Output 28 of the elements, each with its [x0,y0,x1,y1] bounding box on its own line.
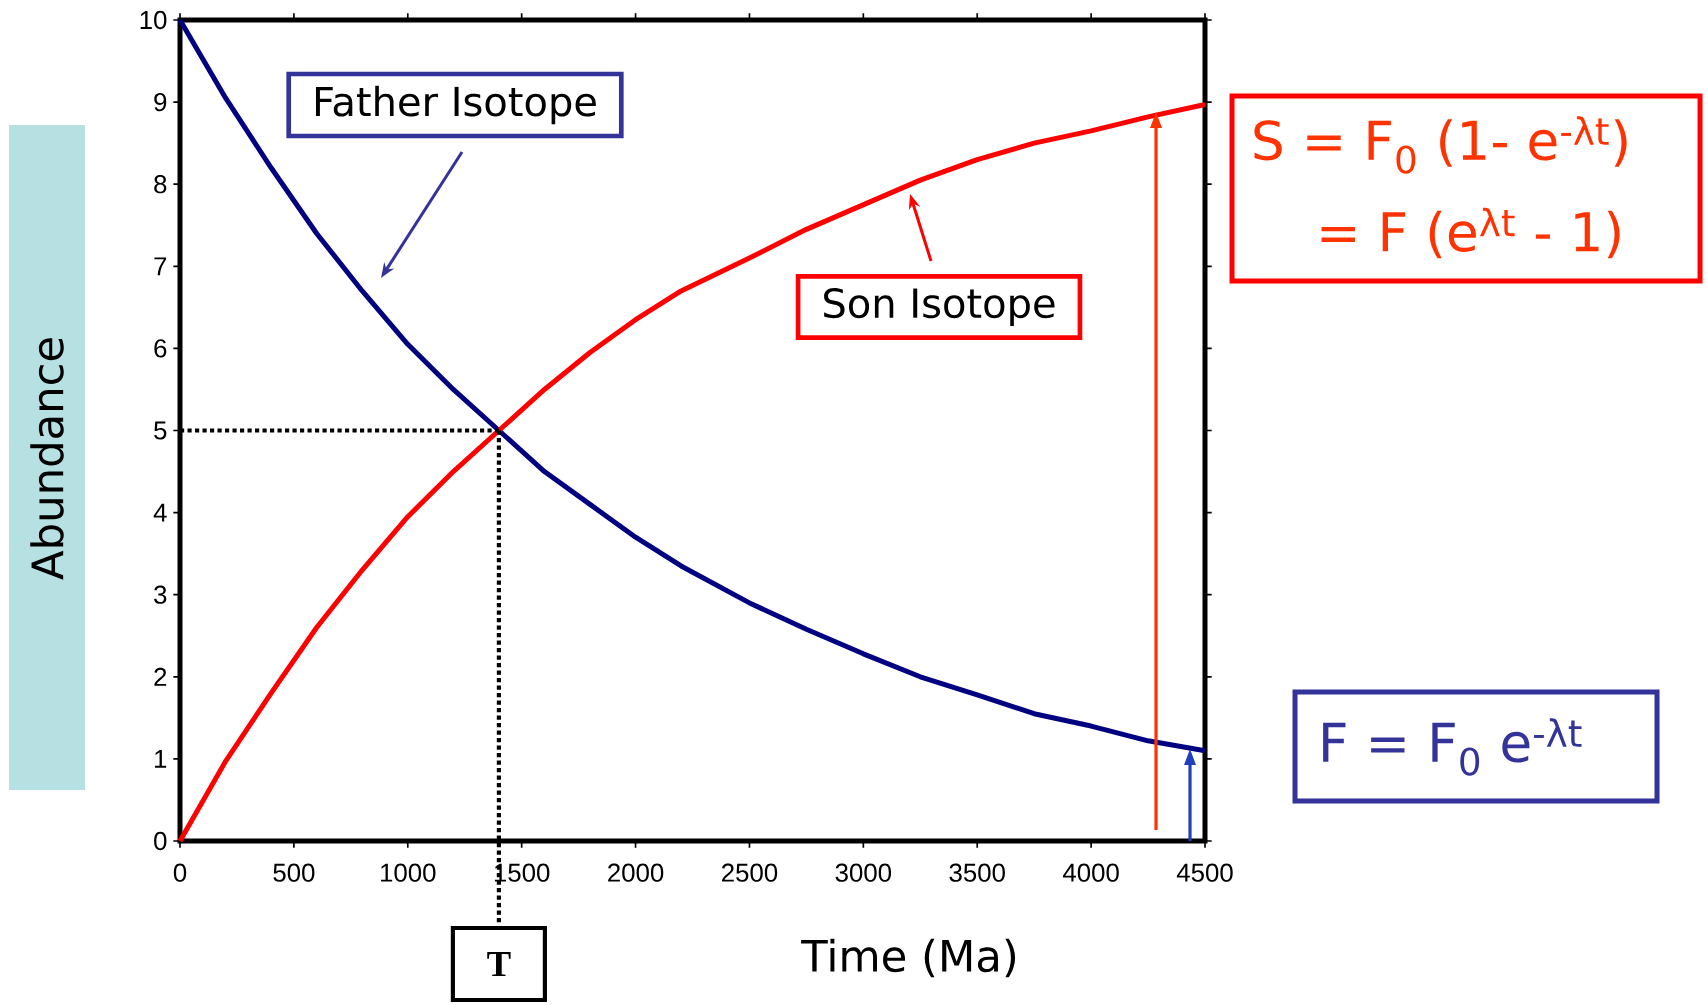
y-tick-label: 1 [155,750,167,768]
y-tick-label: 2 [154,667,167,686]
text: S = F$_{0}$ (1- e$^{-λt}$) [1254,116,1627,174]
x-tick-label: 3000 [835,863,892,882]
y-tick-label: 3 [154,585,167,604]
y-tick-label: 5 [154,421,167,440]
x-tick-label: 1000 [381,863,436,882]
y-tick-label: 8 [154,175,167,194]
y-tick-label: 9 [154,92,167,112]
y-tick-label: 7 [154,257,167,276]
x-tick-label: 2000 [608,863,664,882]
y-tick-label: 0 [154,831,167,851]
ref-line-label: T [487,951,511,977]
annotation: Father Isotope [315,85,596,125]
x-tick-label: 2500 [722,863,778,882]
x-axis-title: Time (Ma) [801,938,1016,978]
y-tick-label: 6 [154,339,167,358]
x-tick-label: 4000 [1062,863,1119,882]
text: F = F$_{0}$ e$^{-λt}$ [1323,718,1582,776]
x-tick-label: 500 [273,863,315,882]
y-axis-title: Abundance [30,338,64,580]
x-tick-label: 0 [173,863,187,882]
annotation: Son Isotope [824,287,1055,326]
y-tick-label: 10 [140,10,167,30]
x-tick-label: 3500 [949,863,1005,882]
text: = F (e$^{λt}$ - 1) [1321,207,1620,259]
y-tick-label: 4 [153,503,167,522]
x-tick-label: 4500 [1176,863,1233,882]
